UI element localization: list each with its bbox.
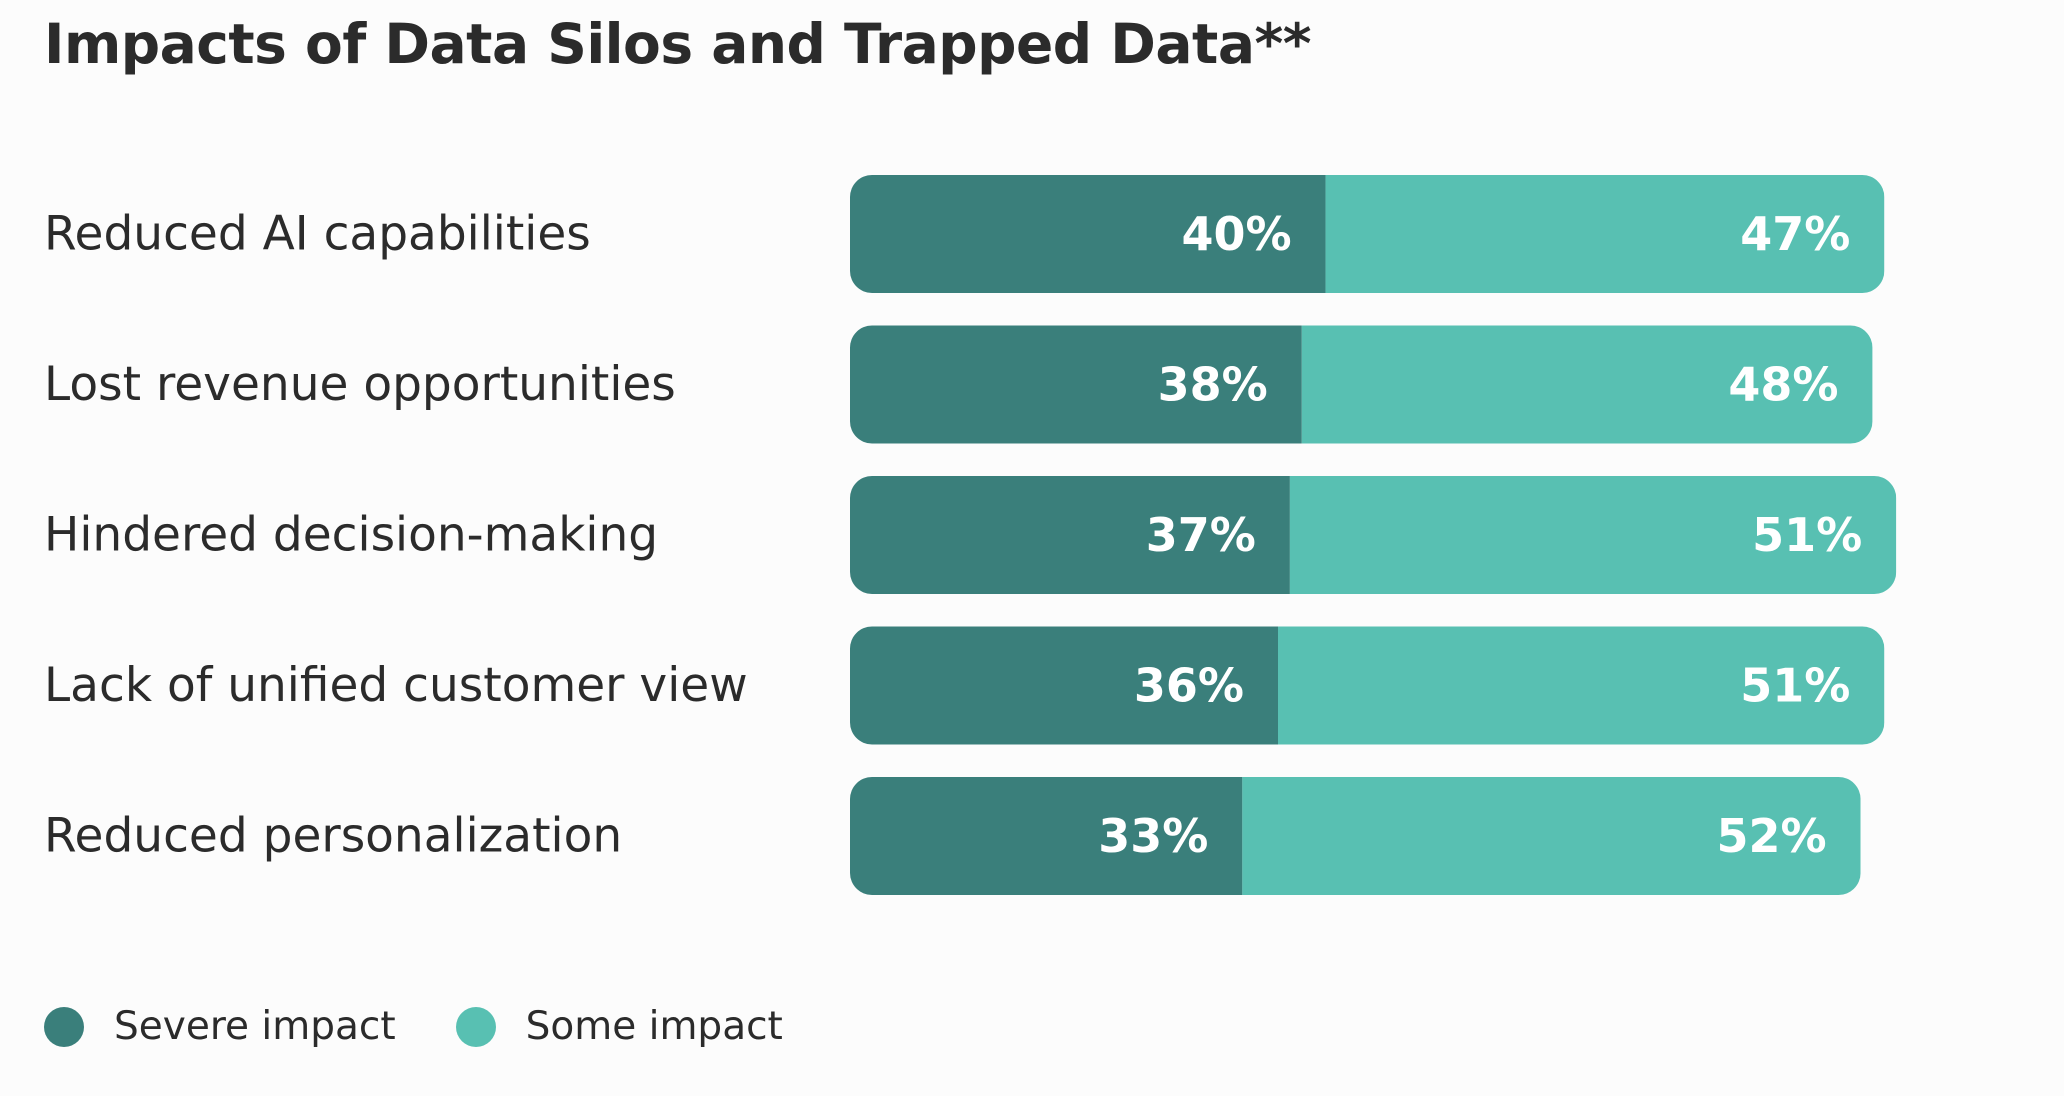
data-label-some: 48%	[1728, 358, 1838, 412]
bar-some-impact	[1301, 325, 1873, 444]
category-label: Reduced AI capabilities	[44, 207, 591, 262]
legend-item-severe: Severe impact	[44, 1004, 396, 1049]
data-label-severe: 33%	[1098, 809, 1208, 863]
data-label-severe: 36%	[1134, 659, 1244, 713]
legend-label-some: Some impact	[525, 1004, 783, 1049]
category-label: Reduced personalization	[44, 809, 622, 864]
bar-group	[850, 777, 1861, 895]
bar-severe-impact	[850, 325, 1302, 444]
data-label-severe: 38%	[1158, 358, 1268, 412]
category-label: Lost revenue opportunities	[44, 357, 676, 412]
data-label-some: 51%	[1752, 508, 1862, 562]
legend-item-some: Some impact	[455, 1004, 783, 1049]
legend-label-severe: Severe impact	[114, 1004, 396, 1049]
bar-severe-impact	[850, 777, 1243, 895]
bar-some-impact	[1289, 476, 1897, 594]
chart-title: Impacts of Data Silos and Trapped Data**	[44, 12, 1311, 76]
data-label-some: 47%	[1740, 207, 1850, 261]
bar-group	[850, 175, 1885, 293]
data-label-severe: 40%	[1181, 207, 1291, 261]
data-label-some: 52%	[1716, 809, 1826, 863]
category-label: Hindered decision-making	[44, 508, 658, 563]
bar-group	[850, 325, 1873, 444]
bar-group	[850, 476, 1897, 594]
category-label: Lack of unified customer view	[44, 658, 748, 713]
bar-severe-impact	[850, 476, 1290, 594]
legend-swatch-severe	[44, 1006, 84, 1047]
bar-group	[850, 626, 1885, 745]
data-label-some: 51%	[1740, 659, 1850, 713]
bar-some-impact	[1278, 626, 1885, 745]
bar-severe-impact	[850, 626, 1278, 745]
legend: Severe impact Some impact	[44, 1004, 843, 1049]
bar-severe-impact	[850, 175, 1326, 293]
legend-swatch-some	[455, 1006, 496, 1047]
data-label-severe: 37%	[1146, 508, 1256, 562]
bar-some-impact	[1325, 175, 1885, 293]
bar-some-impact	[1242, 777, 1861, 895]
